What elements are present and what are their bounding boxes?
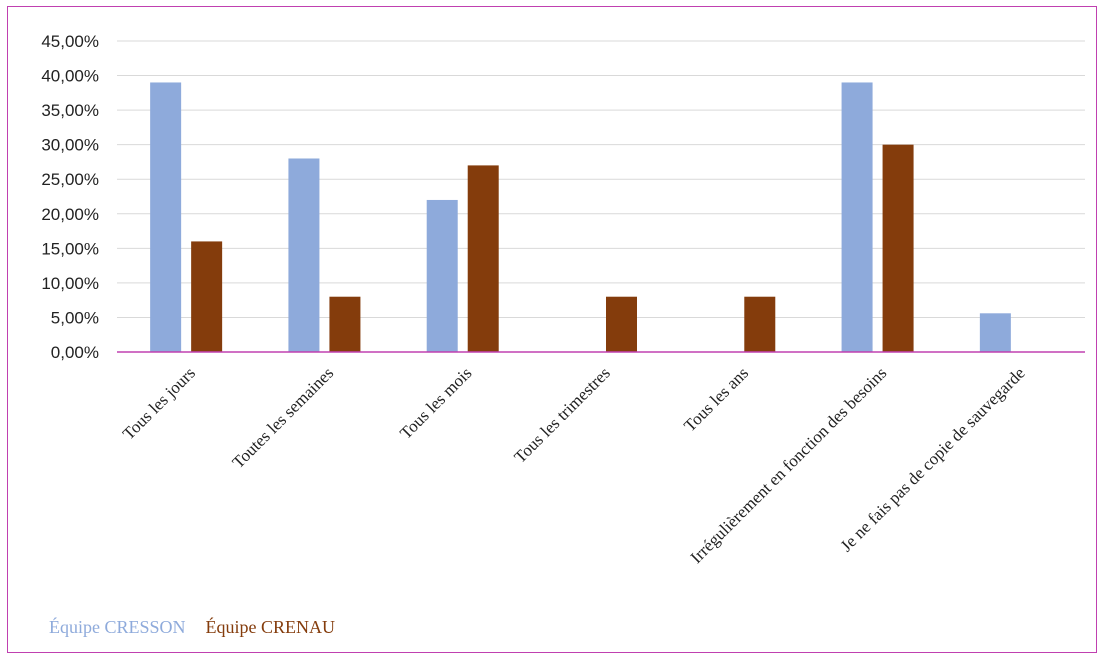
y-tick-label: 15,00%: [41, 239, 99, 258]
y-axis: 0,00% 5,00% 10,00% 15,00% 20,00% 25,00% 30,00%…: [41, 32, 99, 362]
bars: [150, 82, 1011, 352]
bar-cresson: [426, 199, 458, 352]
y-tick-label: 20,00%: [41, 205, 99, 224]
bar-crenau: [191, 241, 223, 352]
y-tick-label: 45,00%: [41, 32, 99, 51]
y-tick-label: 30,00%: [41, 136, 99, 155]
y-tick-label: 40,00%: [41, 67, 99, 86]
bar-crenau: [882, 144, 914, 352]
bar-crenau: [467, 165, 499, 352]
bar-cresson: [150, 82, 182, 352]
y-tick-label: 35,00%: [41, 101, 99, 120]
bar-crenau: [606, 296, 637, 352]
legend-item-crenau: Équipe CRENAU: [205, 617, 336, 637]
bar-cresson: [288, 158, 320, 352]
y-tick-label: 10,00%: [41, 274, 99, 293]
bar-chart: 0,00% 5,00% 10,00% 15,00% 20,00% 25,00% 30,00%…: [41, 32, 1085, 567]
gridlines: [117, 40, 1085, 318]
x-axis: Tous les jours Toutes les semaines Tous le…: [117, 351, 1085, 567]
chart-frame: 0,00% 5,00% 10,00% 15,00% 20,00% 25,00% 30,00%…: [7, 6, 1097, 653]
bar-crenau: [744, 296, 776, 352]
legend-item-cresson: Équipe CRESSON: [49, 617, 186, 637]
bar-crenau: [329, 296, 361, 352]
x-tick-label: Tous les mois: [396, 363, 475, 442]
x-tick-label: Tous les ans: [680, 363, 752, 435]
y-tick-label: 0,00%: [51, 343, 99, 362]
x-tick-label: Tous les jours: [119, 363, 199, 443]
y-tick-label: 25,00%: [41, 170, 99, 189]
bar-cresson: [979, 313, 1011, 352]
y-tick-label: 5,00%: [51, 308, 99, 327]
legend: Équipe CRESSON Équipe CRENAU: [49, 617, 335, 638]
x-tick-label: Toutes les semaines: [229, 363, 338, 472]
x-tick-label: Tous les trimestres: [510, 363, 613, 466]
bar-cresson: [841, 82, 873, 352]
